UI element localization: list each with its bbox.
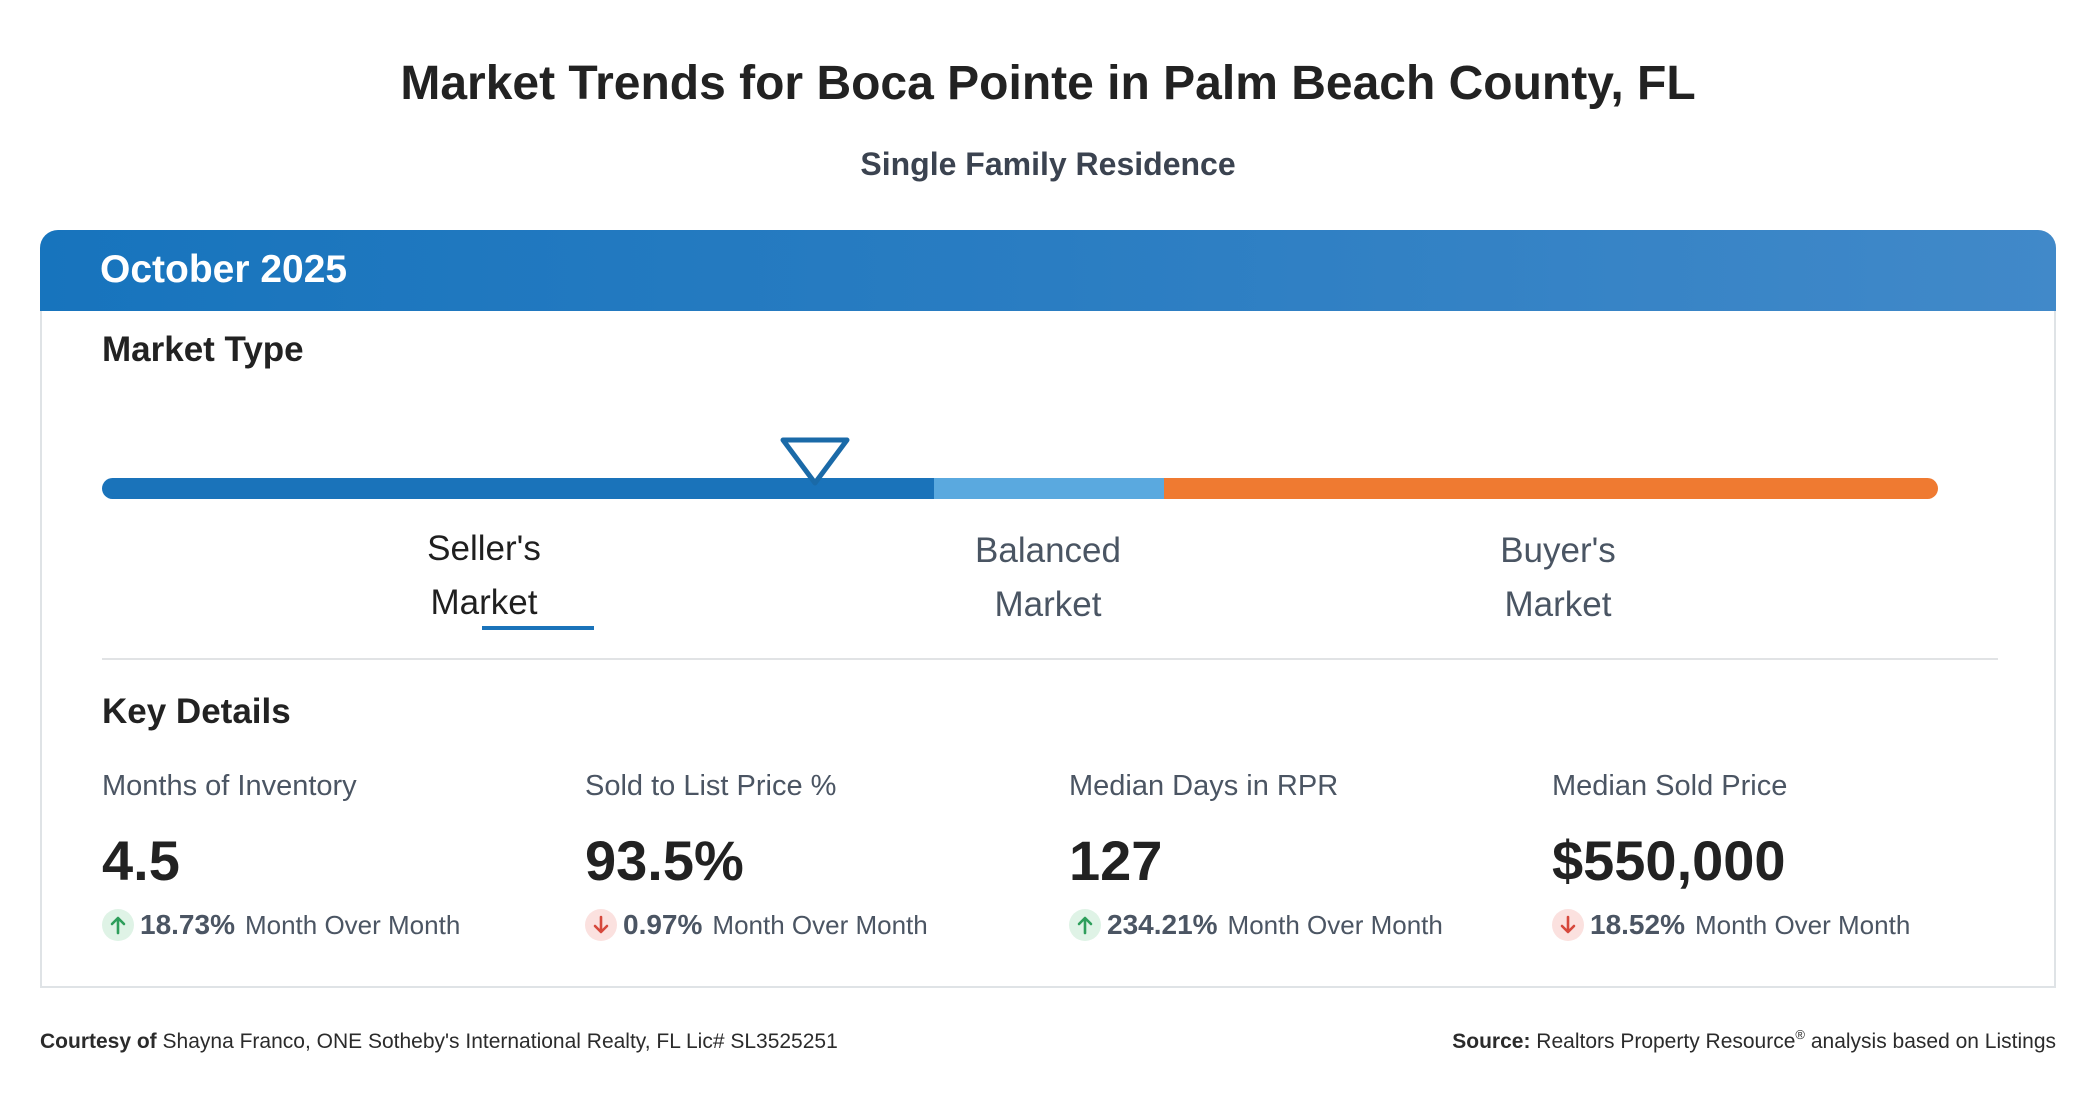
- sellers-market-label: Seller's Market: [354, 522, 614, 630]
- courtesy-label: Courtesy of: [40, 1030, 157, 1053]
- change-period: Month Over Month: [1227, 909, 1443, 940]
- metric-median-sold-price: Median Sold Price $550,000 18.52% Month …: [1552, 770, 2012, 942]
- metric-median-days-in-rpr: Median Days in RPR 127 234.21% Month Ove…: [1069, 770, 1529, 942]
- metric-value: 4.5: [102, 829, 180, 892]
- metric-change: 18.52% Month Over Month: [1552, 908, 2012, 942]
- metric-label: Median Days in RPR: [1069, 770, 1339, 802]
- page-title: Market Trends for Boca Pointe in Palm Be…: [400, 57, 1696, 110]
- change-percent: 0.97%: [623, 909, 703, 940]
- metric-label: Median Sold Price: [1552, 770, 1788, 802]
- buyers-market-label-line1: Buyer's: [1500, 531, 1616, 570]
- change-percent: 234.21%: [1107, 909, 1218, 940]
- market-type-title: Market Type: [102, 330, 304, 369]
- active-market-underline: [482, 626, 594, 630]
- courtesy-text: Shayna Franco, ONE Sotheby's Internation…: [162, 1030, 838, 1053]
- balanced-market-label-line2: Market: [994, 585, 1102, 624]
- key-details-title: Key Details: [102, 692, 291, 731]
- balanced-market-label-line1: Balanced: [975, 531, 1121, 570]
- metric-months-of-inventory: Months of Inventory 4.5 18.73% Month Ove…: [102, 770, 562, 942]
- metric-sold-to-list-price: Sold to List Price % 93.5% 0.97% Month O…: [585, 770, 1045, 942]
- change-period: Month Over Month: [1694, 909, 1911, 940]
- source-footer: Source: Realtors Property Resource® anal…: [1452, 1027, 2056, 1054]
- metric-label: Sold to List Price %: [585, 770, 837, 802]
- arrow-down-icon: [585, 909, 617, 941]
- metric-change: 0.97% Month Over Month: [585, 908, 1045, 942]
- market-card: October 2025 Market Type Seller's Market…: [40, 230, 2056, 988]
- triangle-down-marker-icon: [780, 437, 850, 486]
- metric-value: $550,000: [1552, 829, 1786, 892]
- buyers-market-bar: [1164, 478, 1938, 499]
- metric-value: 93.5%: [585, 829, 744, 892]
- sellers-market-label-line2: Market: [430, 583, 538, 622]
- period-label: October 2025: [100, 248, 348, 291]
- change-period: Month Over Month: [712, 909, 928, 940]
- balanced-market-bar: [934, 478, 1164, 499]
- arrow-up-icon: [1069, 909, 1101, 941]
- source-label: Source:: [1452, 1030, 1531, 1053]
- metric-change: 18.73% Month Over Month: [102, 908, 562, 942]
- buyers-market-label-line2: Market: [1504, 585, 1612, 624]
- metric-label: Months of Inventory: [102, 770, 357, 802]
- courtesy-footer: Courtesy of Shayna Franco, ONE Sotheby's…: [40, 1030, 838, 1054]
- sellers-market-label-line1: Seller's: [427, 529, 541, 568]
- change-percent: 18.52%: [1590, 909, 1685, 940]
- buyers-market-label: Buyer's Market: [1428, 524, 1688, 632]
- arrow-up-icon: [102, 909, 134, 941]
- section-divider: [102, 658, 1998, 660]
- page-subtitle: Single Family Residence: [860, 146, 1236, 182]
- source-text-1: Realtors Property Resource: [1536, 1030, 1796, 1053]
- registered-mark: ®: [1795, 1027, 1805, 1042]
- source-text-2: analysis based on Listings: [1810, 1030, 2056, 1053]
- balanced-market-label: Balanced Market: [918, 524, 1178, 632]
- sellers-market-bar: [102, 478, 934, 499]
- card-header: October 2025: [40, 230, 2056, 311]
- change-period: Month Over Month: [244, 909, 461, 940]
- metric-value: 127: [1069, 829, 1163, 892]
- change-percent: 18.73%: [140, 909, 235, 940]
- arrow-down-icon: [1552, 909, 1584, 941]
- metric-change: 234.21% Month Over Month: [1069, 908, 1529, 942]
